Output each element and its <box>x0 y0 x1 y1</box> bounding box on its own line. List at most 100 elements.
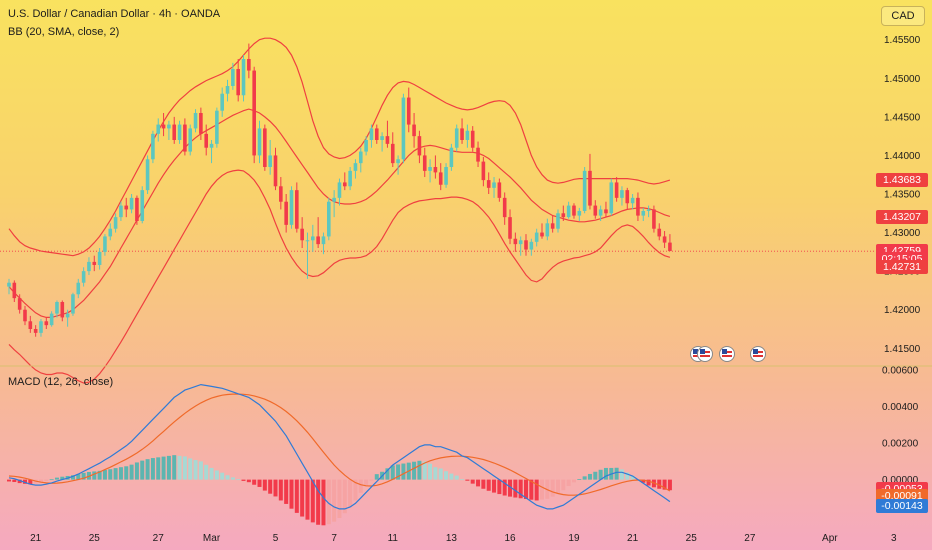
macd-histogram-bar <box>603 467 608 480</box>
macd-histogram-bar <box>571 479 576 483</box>
candle-body <box>23 309 27 322</box>
macd-histogram-bar <box>396 464 401 480</box>
macd-histogram-bar <box>433 467 438 480</box>
macd-histogram-bar <box>140 460 145 480</box>
price-axis[interactable]: 1.45500 1.45000 1.44500 1.44000 1.43500 1.430… <box>884 35 921 355</box>
candle-body <box>529 241 534 250</box>
candle-body <box>577 210 582 216</box>
candle-body <box>502 197 507 218</box>
time-tick-label: Mar <box>203 533 221 544</box>
candle-body <box>556 213 560 229</box>
candle-body <box>641 210 646 216</box>
candle-body <box>481 161 486 181</box>
macd-histogram-bar <box>54 477 59 480</box>
macd-histogram-bar <box>465 479 470 481</box>
macd-histogram-bar <box>268 479 273 494</box>
candle-body <box>33 329 38 333</box>
macd-histogram-bar <box>460 479 465 481</box>
macd-histogram-bar <box>342 479 347 514</box>
us-flag-event-icon[interactable] <box>719 346 735 362</box>
macd-histogram-bar <box>369 479 374 481</box>
macd-histogram-bar <box>449 473 454 480</box>
candle-body <box>465 130 470 140</box>
macd-histogram-bar <box>38 479 43 483</box>
candle-body <box>327 201 331 237</box>
candle-body <box>129 197 134 210</box>
macd-histogram-bar <box>619 469 624 480</box>
candle-body <box>449 147 454 167</box>
bollinger-bands-legend[interactable]: BB (20, SMA, close, 2) <box>8 26 120 38</box>
candle-body <box>566 205 571 218</box>
candle-body <box>215 110 219 144</box>
candle-body <box>593 205 598 216</box>
candle-body <box>177 124 182 140</box>
candle-body <box>39 321 43 333</box>
candle-body <box>156 124 161 134</box>
candle-body <box>550 223 555 229</box>
candle-body <box>284 201 288 225</box>
candle-body <box>279 186 283 202</box>
candle-body <box>406 97 411 125</box>
candle-body <box>342 182 347 187</box>
macd-histogram-bar <box>284 479 289 504</box>
candle-body <box>119 205 123 218</box>
macd-axis[interactable]: 0.00600 0.00400 0.00200 0.00000 <box>882 366 919 487</box>
macd-histogram-bar <box>337 479 342 518</box>
candle-body <box>444 167 448 185</box>
macd-histogram-bar <box>412 461 417 480</box>
candle-body <box>220 93 224 111</box>
candle-body <box>236 69 240 96</box>
candle-body <box>151 133 155 160</box>
candle-body <box>108 228 113 237</box>
candle-body <box>412 124 416 137</box>
candle-body <box>263 128 267 167</box>
price-tick-label: 1.43500 <box>884 190 921 201</box>
macd-tick-label: 0.00600 <box>882 366 919 377</box>
macd-histogram-bar <box>502 479 507 496</box>
candle-body <box>76 282 81 295</box>
macd-histogram-bar <box>657 479 662 489</box>
candle-body <box>188 128 193 152</box>
time-tick-label: 19 <box>568 533 580 544</box>
candle-body <box>380 136 384 140</box>
us-flag-event-icon[interactable] <box>697 346 713 362</box>
macd-histogram-bar <box>22 479 27 484</box>
macd-histogram-bar <box>518 479 523 499</box>
candle-body <box>401 97 406 160</box>
time-axis[interactable]: 21 25 27 Mar 5 7 11 13 16 19 21 25 27 Apr 3 <box>30 533 897 544</box>
candle-body <box>652 209 656 229</box>
currency-button[interactable]: CAD <box>881 6 925 26</box>
macd-histogram-bar <box>252 479 257 485</box>
time-tick-label: 25 <box>686 533 698 544</box>
us-flag-event-icon[interactable] <box>750 346 766 362</box>
macd-histogram-bar <box>230 477 235 480</box>
candle-body <box>417 136 422 156</box>
macd-legend[interactable]: MACD (12, 26, close) <box>8 376 114 388</box>
price-pane[interactable] <box>0 37 876 384</box>
candle-body <box>646 209 651 211</box>
candle-body <box>385 136 390 144</box>
candle-body <box>470 130 475 148</box>
candle-body <box>598 209 603 216</box>
candle-body <box>348 170 352 187</box>
macd-histogram-bar <box>161 456 166 480</box>
candle-body <box>12 282 17 299</box>
candle-body <box>49 313 54 326</box>
macd-histogram-bar <box>513 479 518 498</box>
macd-histogram-bar <box>348 479 353 508</box>
macd-histogram-bar <box>385 468 390 480</box>
macd-histogram-bar <box>129 464 134 480</box>
candle-body <box>353 163 358 171</box>
time-tick-label: 25 <box>89 533 101 544</box>
candle-body <box>193 113 198 129</box>
macd-histogram-bar <box>220 472 225 480</box>
candle-body <box>630 197 635 204</box>
candle-body <box>252 70 256 156</box>
candle-body <box>428 167 432 171</box>
macd-histogram-bar <box>492 479 497 493</box>
macd-histogram-bar <box>582 476 587 480</box>
macd-pane[interactable] <box>7 383 672 526</box>
macd-histogram-bar <box>193 460 198 480</box>
macd-histogram-bar <box>630 475 635 480</box>
